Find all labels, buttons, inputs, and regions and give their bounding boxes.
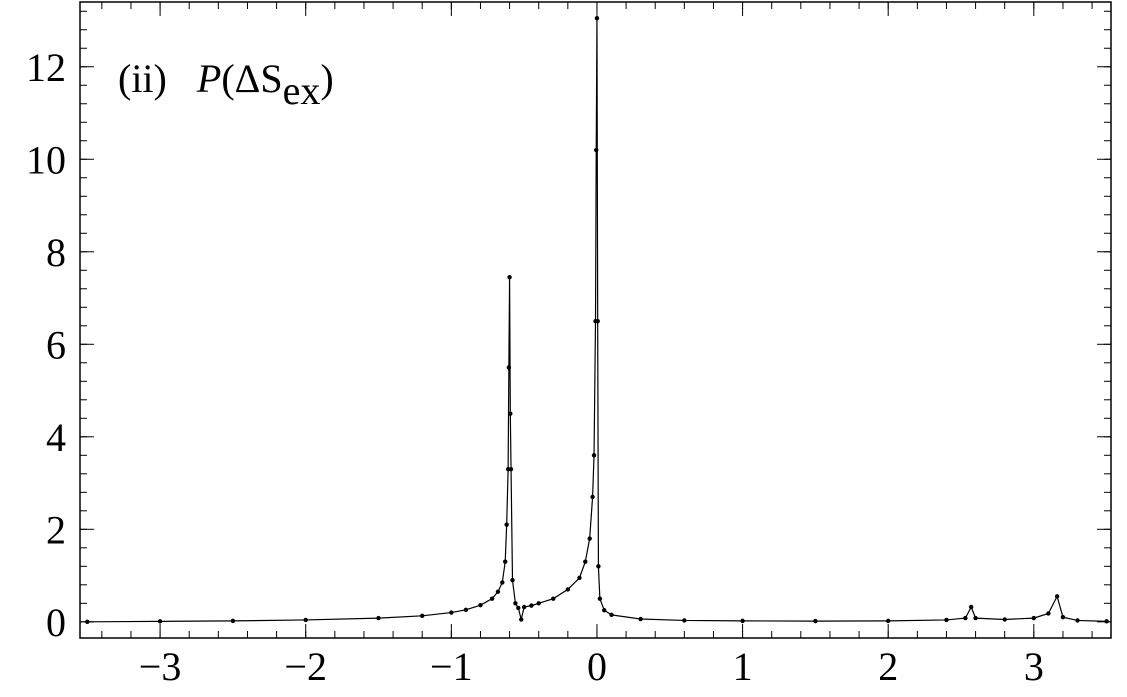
y-tick-label: 0 (46, 600, 66, 645)
data-point (551, 596, 556, 601)
y-tick-label: 10 (26, 137, 66, 182)
data-point (740, 618, 745, 624)
data-point (508, 411, 513, 416)
annotation: (ii) P(ΔSex) (118, 56, 334, 113)
data-point (507, 275, 512, 280)
data-point (503, 559, 508, 564)
annotation-subscript: ex (283, 68, 321, 113)
data-point (969, 604, 974, 610)
annotation-part: P (196, 56, 221, 101)
y-tick-label: 4 (46, 415, 66, 460)
annotation-part: (ΔS (221, 56, 282, 101)
x-tick-label: −1 (430, 644, 473, 689)
x-tick-label: 1 (733, 644, 753, 689)
y-tick-label: 8 (46, 230, 66, 275)
data-point (590, 494, 595, 500)
annotation-part: ) (320, 56, 333, 101)
plot-frame (79, 1, 1112, 639)
data-point (478, 602, 483, 608)
data-point (516, 605, 521, 611)
data-point (420, 613, 425, 618)
x-tick-label: 0 (587, 644, 607, 689)
data-point (463, 607, 469, 612)
data-point (963, 615, 968, 621)
x-tick-label: −3 (139, 644, 182, 689)
data-point (504, 522, 509, 527)
data-point (529, 603, 534, 608)
data-point (597, 596, 603, 601)
data-point (587, 536, 592, 541)
data-point (577, 575, 582, 581)
data-point (638, 616, 643, 622)
data-point (885, 618, 891, 624)
y-tick-label: 2 (46, 507, 66, 552)
data-point (157, 619, 163, 624)
data-point (230, 618, 236, 624)
data-point (519, 617, 524, 622)
data-point (609, 612, 614, 618)
y-tick-label: 6 (46, 322, 66, 367)
data-point (1075, 618, 1080, 623)
x-tick-label: 3 (1024, 644, 1044, 689)
data-point (1002, 617, 1007, 622)
data-point (944, 617, 949, 623)
data-point (602, 608, 607, 613)
data-point (595, 318, 600, 324)
data-point (591, 453, 597, 458)
y-tick-label: 12 (26, 45, 66, 90)
data-point (813, 618, 818, 624)
data-point (510, 577, 515, 583)
data-point (303, 617, 308, 623)
data-point (596, 564, 601, 569)
data-point (1031, 615, 1037, 621)
data-point (682, 618, 687, 623)
x-tick-label: −2 (284, 644, 327, 689)
data-point (449, 610, 454, 615)
data-point (85, 619, 90, 625)
data-point (500, 580, 505, 585)
data-point (1046, 611, 1051, 616)
data-point (594, 15, 600, 21)
data-point (536, 601, 541, 606)
data-point (506, 365, 512, 370)
annotation-tag: (ii) (118, 56, 167, 101)
data-point (565, 587, 571, 592)
data-point (1054, 594, 1060, 599)
data-point (583, 559, 588, 564)
data-point (1104, 619, 1109, 624)
data-point (508, 466, 514, 472)
data-point (495, 589, 501, 594)
data-point (594, 147, 599, 153)
data-point (489, 596, 495, 601)
data-point (513, 601, 518, 606)
data-point (973, 615, 978, 621)
data-point (376, 615, 381, 621)
data-point (521, 604, 527, 610)
data-point (1060, 614, 1066, 620)
x-tick-label: 2 (878, 644, 898, 689)
